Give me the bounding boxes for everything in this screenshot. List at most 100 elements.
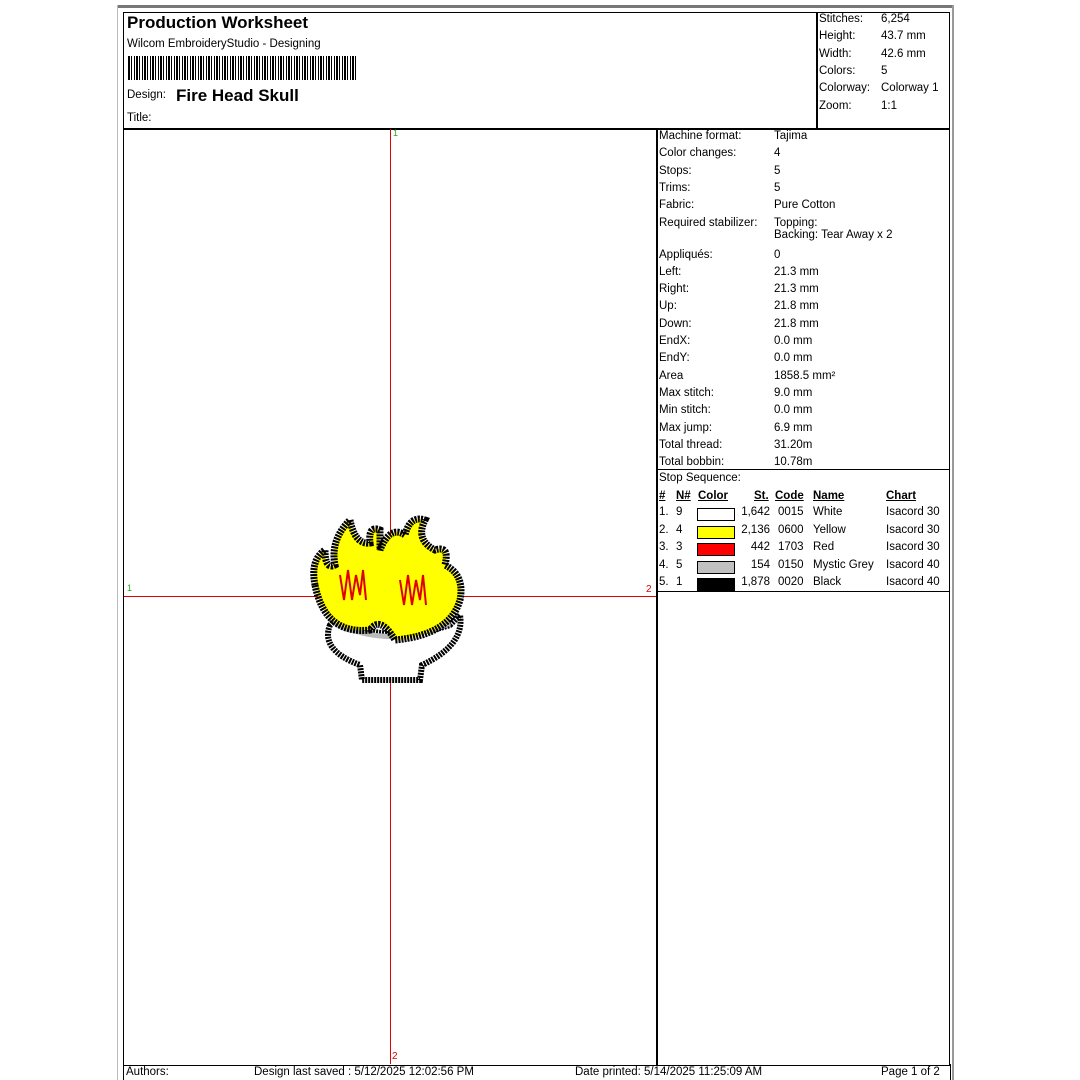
design-label: Design: (127, 89, 166, 101)
col-name: Name (813, 490, 845, 502)
stop-stitches: 442 (750, 541, 770, 553)
detail-label: Trims: (659, 181, 691, 194)
page-number: Page 1 of 2 (881, 1066, 940, 1078)
color-swatch (697, 525, 735, 539)
detail-value: 0 (774, 248, 781, 261)
detail-value: 31.20m (774, 438, 813, 451)
detail-value: 5 (774, 181, 781, 194)
stop-stitches: 154 (750, 558, 770, 571)
stop-needle: 1 (676, 576, 683, 588)
page-left-border (117, 5, 118, 1080)
detail-label: Machine format: (659, 130, 742, 142)
detail-value: Tajima (774, 130, 808, 142)
summary-value: 42.6 mm (881, 47, 926, 60)
detail-value: 5 (774, 164, 781, 177)
detail-value: 21.8 mm (774, 317, 819, 330)
marker-bottom: 2 (392, 1051, 398, 1062)
detail-value: 0.0 mm (774, 352, 813, 365)
authors-label: Authors: (126, 1066, 169, 1078)
detail-value: 21.3 mm (774, 283, 819, 296)
stop-num: 1. (659, 506, 669, 518)
col-color: Color (698, 490, 729, 502)
divider (657, 591, 949, 592)
stop-chart: Isacord 40 (886, 558, 940, 571)
summary-value: 5 (881, 64, 888, 77)
header-box (123, 12, 818, 130)
detail-value: 21.3 mm (774, 265, 819, 278)
detail-value: 21.8 mm (774, 300, 819, 313)
color-swatch (697, 560, 735, 574)
detail-label: Max stitch: (659, 386, 714, 399)
last-saved: Design last saved : 5/12/2025 12:02:56 P… (254, 1066, 474, 1078)
date-printed: Date printed: 5/14/2025 11:25:09 AM (575, 1066, 763, 1078)
summary-label: Zoom: (819, 99, 852, 112)
detail-value: 4 (774, 147, 781, 160)
detail-value: 10.78m (774, 456, 813, 469)
stop-stitches: 2,136 (741, 523, 770, 536)
marker-top: 1 (393, 128, 399, 138)
stop-code: 0150 (778, 558, 804, 571)
col-code: Code (775, 490, 804, 502)
summary-label: Height: (819, 30, 856, 43)
stop-chart: Isacord 30 (886, 506, 940, 518)
detail-label: Area (659, 369, 684, 382)
detail-label: Down: (659, 317, 692, 330)
stop-code: 1703 (778, 541, 804, 553)
detail-label: Fabric: (659, 199, 695, 212)
summary-label: Colorway: (819, 82, 871, 95)
stop-needle: 3 (676, 541, 683, 553)
detail-value: 1858.5 mm² (774, 369, 836, 382)
detail-label: Appliqués: (659, 248, 713, 261)
summary-label: Colors: (819, 64, 856, 77)
page-top-border (117, 5, 954, 8)
summary-box (816, 12, 950, 130)
marker-left: 1 (127, 583, 133, 593)
stop-sequence-title: Stop Sequence: (659, 472, 741, 484)
col-num: # (659, 490, 666, 502)
detail-label: Total thread: (659, 438, 723, 451)
footer (123, 1064, 951, 1080)
detail-value-2: Backing: Tear Away x 2 (774, 228, 893, 241)
detail-value: Pure Cotton (774, 199, 836, 212)
barcode (128, 56, 358, 80)
stop-chart: Isacord 40 (886, 576, 940, 588)
stop-code: 0015 (778, 506, 804, 518)
stop-stitches: 1,878 (741, 576, 770, 588)
stop-num: 5. (659, 576, 669, 588)
color-swatch (697, 578, 735, 591)
marker-right: 2 (646, 584, 652, 595)
col-chart: Chart (886, 490, 917, 502)
stop-code: 0600 (778, 523, 804, 536)
stop-name: Mystic Grey (813, 558, 874, 571)
stop-name: Yellow (813, 523, 846, 536)
detail-label: Color changes: (659, 147, 737, 160)
design-name: Fire Head Skull (176, 86, 299, 105)
detail-label: EndY: (659, 352, 690, 365)
summary-value: 6,254 (881, 13, 910, 25)
detail-value: 6.9 mm (774, 421, 813, 434)
color-swatch (697, 508, 735, 521)
stop-chart: Isacord 30 (886, 541, 940, 553)
summary-label: Width: (819, 47, 852, 60)
detail-value: Topping: (774, 216, 818, 229)
stop-chart: Isacord 30 (886, 523, 940, 536)
detail-label: Max jump: (659, 421, 713, 434)
col-stitches: St. (754, 490, 769, 502)
summary-value: Colorway 1 (881, 82, 939, 95)
detail-label: Left: (659, 265, 682, 278)
color-swatch (697, 543, 735, 556)
stop-num: 4. (659, 558, 669, 571)
summary-label: Stitches: (819, 13, 864, 25)
info-panel (656, 128, 950, 1066)
stop-name: Black (813, 576, 842, 588)
stop-needle: 5 (676, 558, 683, 571)
detail-label: EndX: (659, 335, 691, 347)
detail-label: Required stabilizer: (659, 216, 758, 229)
summary-value: 1:1 (881, 99, 897, 112)
detail-label: Stops: (659, 164, 692, 177)
detail-label: Up: (659, 300, 677, 313)
stop-num: 3. (659, 541, 669, 553)
embroidery-design-fire-skull (310, 512, 465, 683)
design-canvas (123, 128, 658, 1066)
software-name: Wilcom EmbroideryStudio - Designing (127, 38, 321, 50)
